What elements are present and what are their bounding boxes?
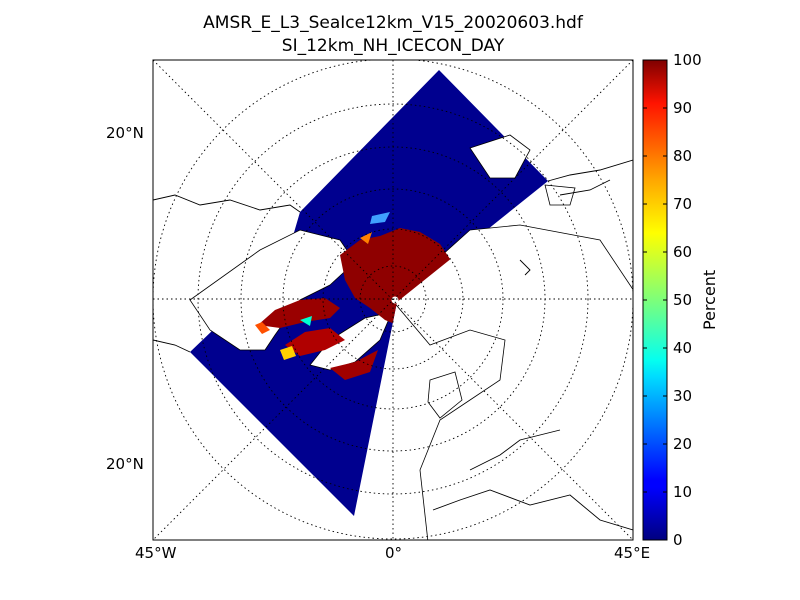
colorbar-tick-label: 100 [673, 51, 702, 69]
map-frame [152, 59, 634, 541]
colorbar-tick-label: 0 [673, 531, 683, 549]
colorbar-label: Percent [700, 269, 719, 330]
lat-label-top: 20°N [106, 124, 144, 142]
lon-label-east: 45°E [614, 544, 651, 562]
lat-label-bottom: 20°N [106, 455, 144, 473]
coastlines [153, 159, 633, 531]
colorbar-tick-label: 50 [673, 291, 693, 309]
graticule [153, 60, 633, 540]
land-masses [189, 134, 633, 540]
colorbar-tick-label: 60 [673, 243, 693, 261]
colorbar-tick-label: 40 [673, 339, 693, 357]
colorbar-tick-label: 30 [673, 387, 693, 405]
colorbar-ticks [643, 107, 667, 493]
lon-label-center: 0° [385, 544, 403, 562]
map-title: AMSR_E_L3_SeaIce12km_V15_20020603.hdf [203, 13, 583, 33]
colorbar-tick-label: 80 [673, 147, 693, 165]
lon-label-west: 45°W [135, 544, 177, 562]
colorbar-tick-label: 20 [673, 435, 693, 453]
colorbar-tick-label: 90 [673, 99, 693, 117]
colorbar-tick-label: 70 [673, 195, 693, 213]
colorbar-tick-label: 10 [673, 483, 693, 501]
map-subtitle: SI_12km_NH_ICECON_DAY [281, 36, 505, 56]
pole-hole [391, 296, 399, 304]
